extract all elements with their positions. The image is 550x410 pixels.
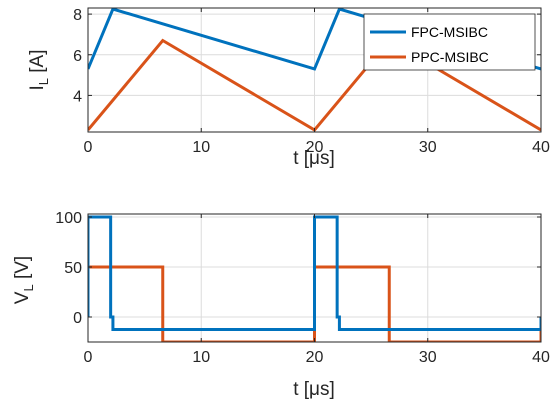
legend-box — [363, 13, 536, 71]
x-axis-label-bottom: t [μs] — [293, 379, 335, 400]
x-tick-label: 30 — [419, 139, 437, 156]
y-tick-label: 6 — [73, 48, 82, 65]
x-tick-label: 0 — [84, 139, 93, 156]
legend-label-fpc: FPC-MSIBC — [411, 24, 488, 40]
legend: FPC-MSIBC PPC-MSIBC — [363, 13, 536, 71]
y-tick-label: 0 — [73, 310, 82, 327]
y-axis-label-bottom: VL [V] — [12, 256, 36, 304]
y-tick-label: 8 — [73, 7, 82, 24]
x-tick-label: 20 — [306, 139, 324, 156]
x-tick-label: 40 — [532, 139, 550, 156]
y-tick-label: 50 — [64, 260, 82, 277]
x-tick-label: 30 — [419, 349, 437, 366]
legend-label-ppc: PPC-MSIBC — [411, 49, 489, 65]
y-tick-label: 4 — [73, 88, 82, 105]
x-tick-label: 10 — [192, 349, 210, 366]
x-tick-label: 40 — [532, 349, 550, 366]
y-tick-label: 100 — [55, 210, 82, 227]
x-tick-label: 10 — [192, 139, 210, 156]
x-tick-label: 0 — [84, 349, 93, 366]
plot-inductor-current: 0 10 20 30 40 4 6 8 t [μs] IL [A] FPC-MSIBC PPC… — [27, 7, 550, 169]
y-axis-label-top: IL [A] — [27, 49, 51, 90]
series-line-fpc — [88, 215, 541, 331]
x-tick-label: 20 — [306, 349, 324, 366]
x-axis-label-top: t [μs] — [293, 148, 335, 169]
plot-inductor-voltage: 0 10 20 30 40 0 50 100 t [μs] VL [V] — [12, 210, 550, 400]
tick-labels-bottom: 0 10 20 30 40 0 50 100 — [55, 210, 550, 366]
tick-labels-top: 0 10 20 30 40 4 6 8 — [73, 7, 550, 156]
series-group-bottom — [88, 215, 541, 342]
